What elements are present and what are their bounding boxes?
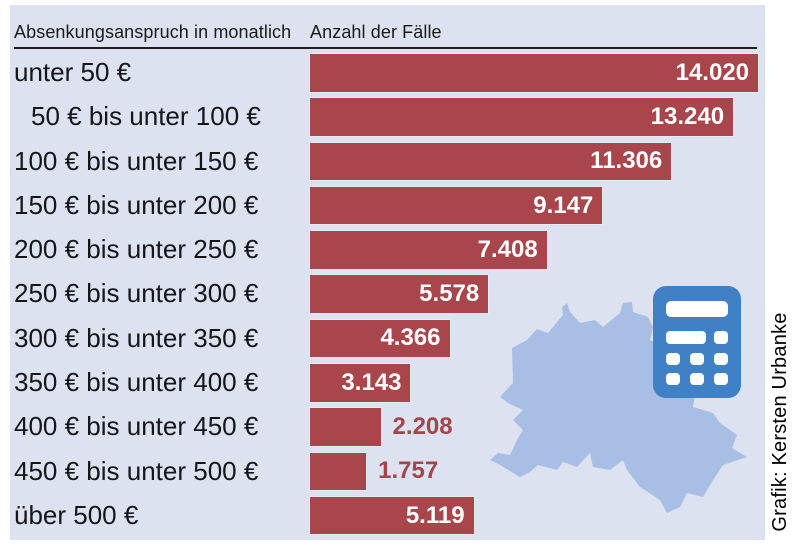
category-label: 400 € bis unter 450 € <box>14 411 259 442</box>
value-label: 5.119 <box>405 501 465 529</box>
bar-track: 1.757 <box>310 452 761 491</box>
bar: 14.020 <box>310 54 758 92</box>
header-divider <box>14 47 757 49</box>
value-label: 11.306 <box>590 147 663 175</box>
category-label: 200 € bis unter 250 € <box>14 234 259 265</box>
bar-track: 7.408 <box>310 231 761 269</box>
bar: 13.240 <box>310 98 734 136</box>
bar-row: 450 € bis unter 500 € 1.757 <box>14 452 761 491</box>
value-label: 9.147 <box>533 191 594 219</box>
bar: 3.143 <box>310 363 411 402</box>
berlin-map-silhouette-icon <box>490 302 747 513</box>
category-label: 100 € bis unter 150 € <box>14 145 259 176</box>
bar-track: 13.240 <box>310 98 761 136</box>
credit-byline: Grafik: Kersten Urbanke <box>769 312 791 532</box>
category-label: unter 50 € <box>14 57 132 87</box>
column-headers: Absenkungsanspruch in monatlich Anzahl d… <box>14 22 761 43</box>
value-label: 1.757 <box>378 457 439 485</box>
bar-row: 150 € bis unter 200 € 9.147 <box>14 186 761 225</box>
value-label: 3.143 <box>341 368 402 396</box>
value-label: 7.408 <box>477 235 538 263</box>
bar-track: 11.306 <box>310 142 761 181</box>
category-label: 300 € bis unter 350 € <box>14 322 259 353</box>
value-label: 2.208 <box>392 413 453 441</box>
value-label: 5.578 <box>419 280 480 308</box>
bar <box>310 452 367 491</box>
bar-row: 200 € bis unter 250 € 7.408 <box>14 231 761 269</box>
category-label: 350 € bis unter 400 € <box>14 366 259 397</box>
bar-track: 4.366 <box>310 319 761 358</box>
col-header-categories: Absenkungsanspruch in monatlich <box>14 22 292 42</box>
category-label: über 500 € <box>14 499 139 530</box>
category-label: 50 € bis unter 100 € <box>31 101 261 132</box>
bar-row: über 500 € 5.119 <box>14 496 761 535</box>
bar: 9.147 <box>310 186 603 225</box>
bar-row: 300 € bis unter 350 € 4.366 <box>14 319 761 358</box>
col-header-values: Anzahl der Fälle <box>310 22 442 42</box>
category-label: 250 € bis unter 300 € <box>14 278 259 309</box>
bar-track: 9.147 <box>310 186 761 225</box>
bar-track: 5.578 <box>310 275 761 313</box>
bar-row: 50 € bis unter 100 € 13.240 <box>14 98 761 136</box>
bar-rows: unter 50 € 14.020 50 € bis unter 100 € 13.2… <box>14 54 761 541</box>
chart-panel: Absenkungsanspruch in monatlich Anzahl d… <box>10 5 765 540</box>
bar-track: 14.020 <box>310 54 761 92</box>
bar <box>310 408 381 446</box>
bar-row: 400 € bis unter 450 € 2.208 <box>14 408 761 446</box>
bar-row: 100 € bis unter 150 € 11.306 <box>14 142 761 181</box>
bar: 4.366 <box>310 319 450 358</box>
bar-row: unter 50 € 14.020 <box>14 54 761 92</box>
value-label: 4.366 <box>380 324 441 352</box>
bar: 7.408 <box>310 231 547 269</box>
bar: 11.306 <box>310 142 672 181</box>
category-label: 150 € bis unter 200 € <box>14 189 259 220</box>
bar-track: 5.119 <box>310 496 761 535</box>
bar-row: 250 € bis unter 300 € 5.578 <box>14 275 761 313</box>
calculator-icon <box>653 286 741 398</box>
bar-track: 2.208 <box>310 408 761 446</box>
bar: 5.578 <box>310 275 489 313</box>
value-label: 14.020 <box>675 58 749 86</box>
category-label: 450 € bis unter 500 € <box>14 455 259 486</box>
bar-track: 3.143 <box>310 363 761 402</box>
bar-row: 350 € bis unter 400 € 3.143 <box>14 363 761 402</box>
bar: 5.119 <box>310 496 474 535</box>
value-label: 13.240 <box>650 103 725 131</box>
